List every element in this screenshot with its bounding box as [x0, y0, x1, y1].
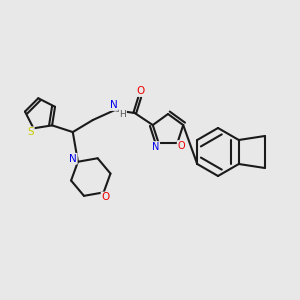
Text: N: N	[69, 154, 77, 164]
Text: S: S	[27, 127, 34, 137]
Text: O: O	[137, 86, 145, 96]
Text: H: H	[119, 110, 126, 118]
Text: O: O	[178, 141, 185, 151]
Text: O: O	[101, 192, 110, 203]
Text: N: N	[110, 100, 118, 110]
Text: N: N	[152, 142, 159, 152]
